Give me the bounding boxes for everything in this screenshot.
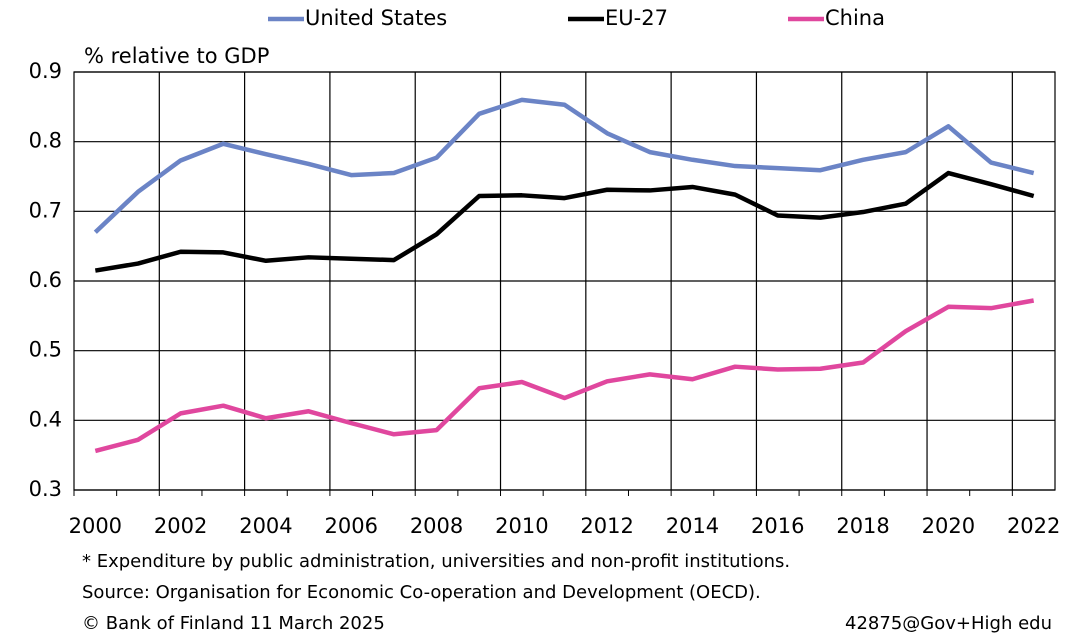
x-tick-label: 2000 <box>69 514 122 538</box>
x-tick-label: 2002 <box>154 514 207 538</box>
series-line <box>93 97 1035 234</box>
x-tick-label: 2016 <box>751 514 804 538</box>
legend-label: China <box>825 6 885 30</box>
y-tick-label: 0.5 <box>29 338 62 362</box>
x-tick-label: 2014 <box>666 514 719 538</box>
y-tick-label: 0.9 <box>29 59 62 83</box>
plot-frame <box>73 71 1056 491</box>
x-tick-label: 2004 <box>239 514 292 538</box>
x-tick-label: 2008 <box>410 514 463 538</box>
y-tick-label: 0.6 <box>29 268 62 292</box>
y-tick-label: 0.7 <box>29 198 62 222</box>
x-tick-label: 2022 <box>1007 514 1060 538</box>
y-tick-label: 0.3 <box>29 477 62 501</box>
y-tick-label: 0.8 <box>29 129 62 153</box>
y-axis-label: % relative to GDP <box>84 44 269 68</box>
x-tick-label: 2010 <box>495 514 548 538</box>
copyright: © Bank of Finland 11 March 2025 <box>82 613 385 634</box>
legend-label: EU-27 <box>605 6 668 30</box>
x-tick-label: 2020 <box>922 514 975 538</box>
footnote: * Expenditure by public administration, … <box>82 551 790 572</box>
series-line <box>94 298 1035 454</box>
chart-code: 42875@Gov+High edu <box>845 613 1052 634</box>
x-tick-label: 2012 <box>580 514 633 538</box>
source: Source: Organisation for Economic Co-ope… <box>82 582 761 603</box>
x-tick-label: 2018 <box>836 514 889 538</box>
series-line <box>94 170 1035 273</box>
y-tick-label: 0.4 <box>29 407 62 431</box>
legend-label: United States <box>305 6 447 30</box>
x-tick-label: 2006 <box>325 514 378 538</box>
